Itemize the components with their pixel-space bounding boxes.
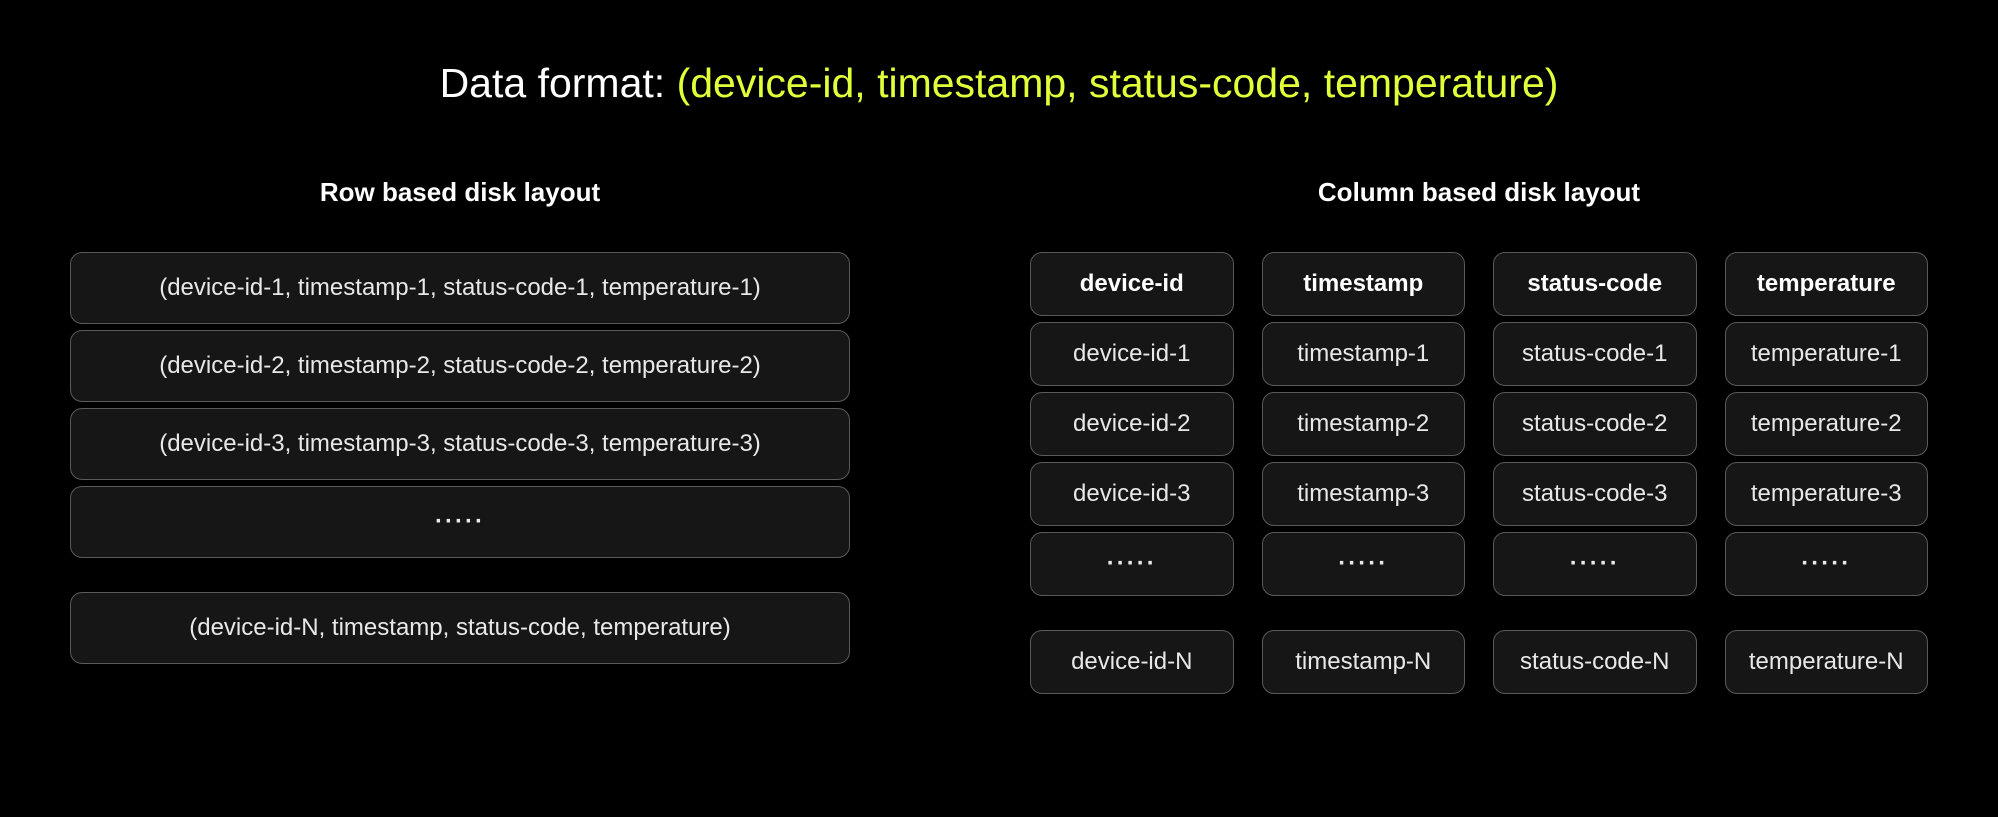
- column-cell-last: device-id-N: [1030, 630, 1234, 694]
- panels: Row based disk layout (device-id-1, time…: [70, 177, 1928, 700]
- column-cell-last: timestamp-N: [1262, 630, 1466, 694]
- row-record: (device-id-1, timestamp-1, status-code-1…: [70, 252, 850, 324]
- row-stack: (device-id-1, timestamp-1, status-code-1…: [70, 252, 850, 670]
- row-record: (device-id-2, timestamp-2, status-code-2…: [70, 330, 850, 402]
- column-ellipsis: ·····: [1030, 532, 1234, 596]
- title-prefix: Data format:: [440, 60, 677, 106]
- column-header: temperature: [1725, 252, 1929, 316]
- column-cell-last: temperature-N: [1725, 630, 1929, 694]
- column-cell: status-code-2: [1493, 392, 1697, 456]
- title-schema: (device-id, timestamp, status-code, temp…: [677, 60, 1559, 106]
- column-cell: temperature-1: [1725, 322, 1929, 386]
- column-status-code: status-code status-code-1 status-code-2 …: [1493, 252, 1697, 700]
- column-cell: device-id-1: [1030, 322, 1234, 386]
- row-record-last: (device-id-N, timestamp, status-code, te…: [70, 592, 850, 664]
- column-cell: device-id-3: [1030, 462, 1234, 526]
- column-cell: timestamp-3: [1262, 462, 1466, 526]
- column-device-id: device-id device-id-1 device-id-2 device…: [1030, 252, 1234, 700]
- column-ellipsis: ·····: [1262, 532, 1466, 596]
- row-ellipsis: ·····: [70, 486, 850, 558]
- column-header: device-id: [1030, 252, 1234, 316]
- column-cell-last: status-code-N: [1493, 630, 1697, 694]
- page-title: Data format: (device-id, timestamp, stat…: [440, 60, 1559, 107]
- column-header: status-code: [1493, 252, 1697, 316]
- column-cell: temperature-2: [1725, 392, 1929, 456]
- column-layout-subtitle: Column based disk layout: [1318, 177, 1640, 208]
- row-layout-panel: Row based disk layout (device-id-1, time…: [70, 177, 850, 670]
- column-temperature: temperature temperature-1 temperature-2 …: [1725, 252, 1929, 700]
- column-cell: timestamp-2: [1262, 392, 1466, 456]
- diagram-root: Data format: (device-id, timestamp, stat…: [0, 0, 1998, 817]
- column-layout-panel: Column based disk layout device-id devic…: [1030, 177, 1928, 700]
- column-ellipsis: ·····: [1493, 532, 1697, 596]
- columns-container: device-id device-id-1 device-id-2 device…: [1030, 252, 1928, 700]
- column-timestamp: timestamp timestamp-1 timestamp-2 timest…: [1262, 252, 1466, 700]
- column-cell: timestamp-1: [1262, 322, 1466, 386]
- column-cell: device-id-2: [1030, 392, 1234, 456]
- column-cell: temperature-3: [1725, 462, 1929, 526]
- column-cell: status-code-3: [1493, 462, 1697, 526]
- column-header: timestamp: [1262, 252, 1466, 316]
- row-record: (device-id-3, timestamp-3, status-code-3…: [70, 408, 850, 480]
- column-cell: status-code-1: [1493, 322, 1697, 386]
- column-ellipsis: ·····: [1725, 532, 1929, 596]
- row-layout-subtitle: Row based disk layout: [320, 177, 600, 208]
